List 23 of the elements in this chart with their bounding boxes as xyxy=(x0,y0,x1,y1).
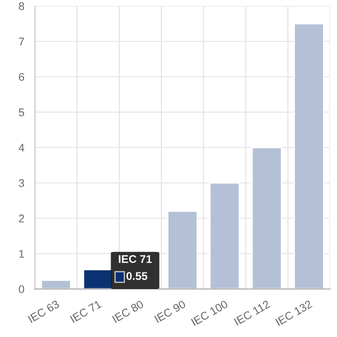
x-tick-label: IEC 63 xyxy=(28,300,60,323)
x-tick-label: IEC 80 xyxy=(112,300,144,323)
y-tick-label: 5 xyxy=(18,108,24,116)
y-tick-label: 0 xyxy=(18,285,24,294)
bar xyxy=(251,146,282,289)
bar xyxy=(167,210,198,289)
x-tick-label: IEC 90 xyxy=(154,300,186,323)
bar xyxy=(40,279,72,289)
y-tick-label: 8 xyxy=(18,2,24,10)
y-tick-label: 7 xyxy=(18,38,24,46)
bar xyxy=(293,22,324,289)
annotation: IEC 71 xyxy=(118,255,152,263)
y-tick-label: 3 xyxy=(18,179,24,188)
y-tick-label: 2 xyxy=(18,214,24,222)
x-tick-label: IEC 100 xyxy=(190,300,228,326)
y-tick-label: 1 xyxy=(19,250,24,258)
x-tick-label: IEC 112 xyxy=(234,300,270,326)
y-tick-label: 6 xyxy=(18,73,24,81)
x-tick-label: IEC 132 xyxy=(275,300,313,326)
bar xyxy=(209,182,240,289)
x-tick-label: IEC 71 xyxy=(70,300,102,323)
y-tick-label: 4 xyxy=(18,144,24,152)
annotation: 0.55 xyxy=(126,272,148,280)
